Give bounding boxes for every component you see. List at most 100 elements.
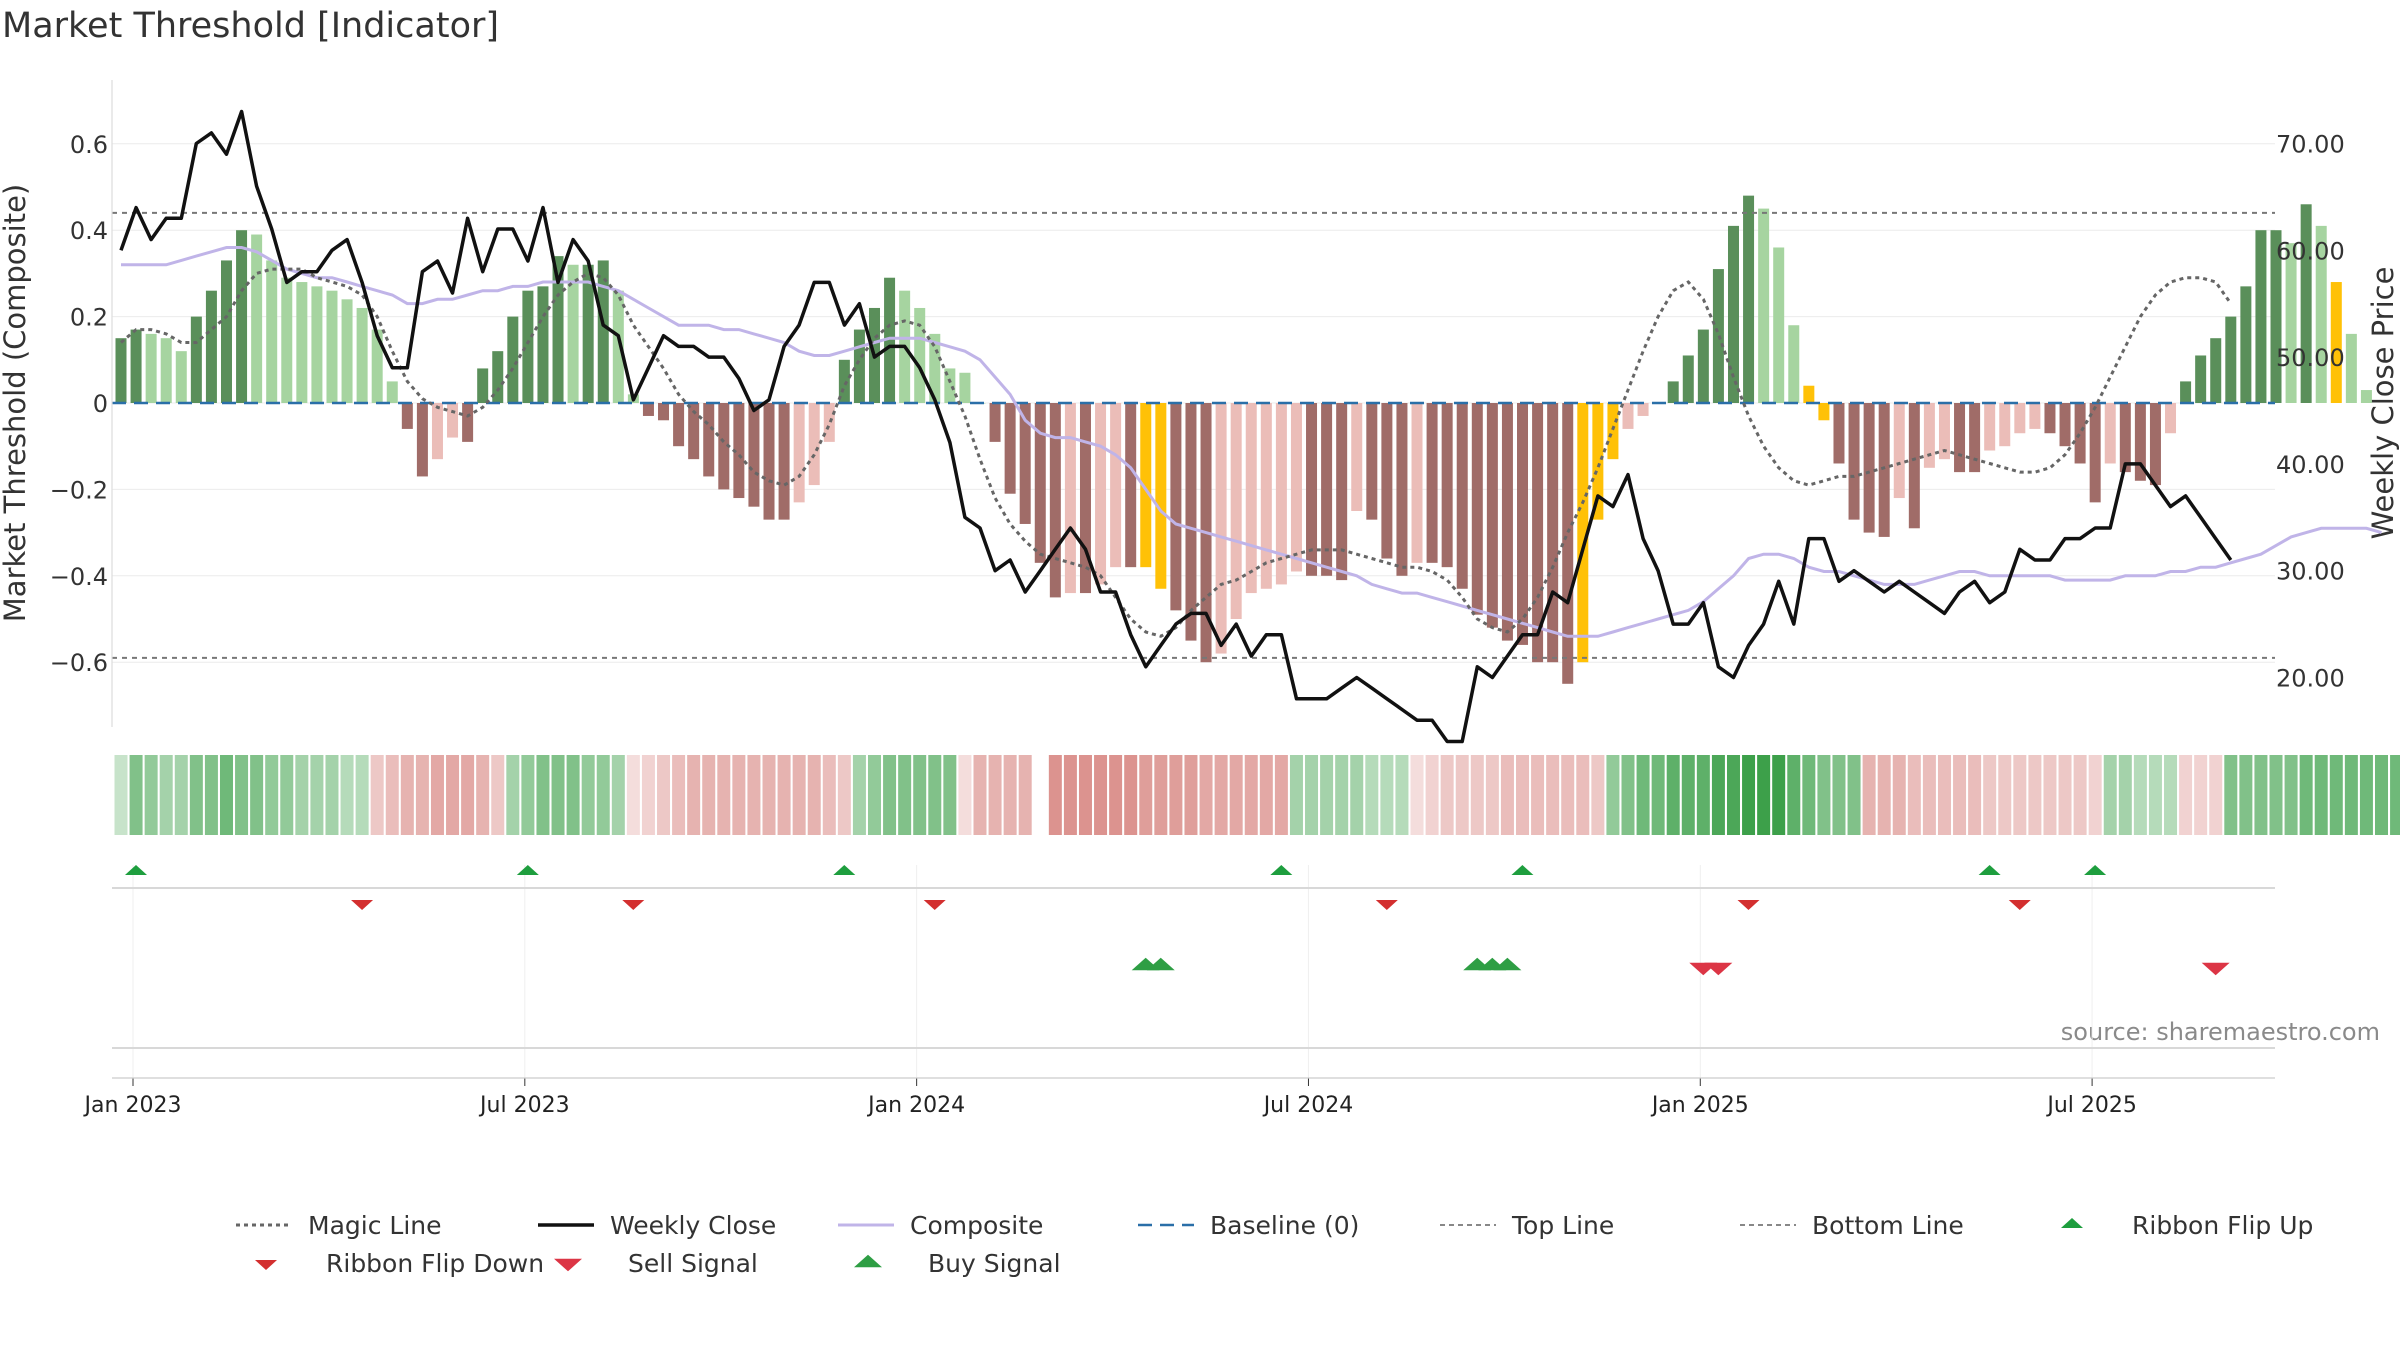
ribbon-cell-up	[265, 755, 278, 835]
ribbon-cell-up	[2390, 755, 2400, 835]
ribbon-cell-up	[325, 755, 338, 835]
ribbon-cell-up	[2345, 755, 2358, 835]
ribbon-cell-down	[1923, 755, 1936, 835]
composite-bars	[116, 196, 2372, 684]
legend-item: Magic Line	[236, 1211, 442, 1240]
ribbon-cell-down	[2194, 755, 2207, 835]
ribbon-flip-down-marker	[2009, 900, 2031, 910]
negative-bar	[1050, 403, 1061, 597]
ribbon-cell-down	[1019, 755, 1032, 835]
ribbon-cell-up	[280, 755, 293, 835]
negative-bar	[1924, 403, 1935, 468]
ribbon-cell-down	[958, 755, 971, 835]
ribbon-cell-up	[341, 755, 354, 835]
negative-bar	[1065, 403, 1076, 593]
ribbon-cell-up	[1817, 755, 1830, 835]
negative-bar	[1110, 403, 1121, 567]
ribbon-cell-up	[2330, 755, 2343, 835]
x-tick-label: Jan 2023	[83, 1093, 182, 1118]
negative-bar	[1969, 403, 1980, 472]
ribbon-cell-down	[808, 755, 821, 835]
negative-bar	[417, 403, 428, 476]
ribbon-cell-down	[778, 755, 791, 835]
ribbon-cell-up	[115, 755, 128, 835]
negative-bar	[1412, 403, 1423, 563]
negative-bar	[1954, 403, 1965, 472]
ribbon-cell-up	[1305, 755, 1318, 835]
positive-bar	[2286, 243, 2297, 403]
positive-bar	[206, 291, 217, 403]
ribbon-cell-down	[1441, 755, 1454, 835]
ribbon-cell-up	[2119, 755, 2132, 835]
negative-bar	[673, 403, 684, 446]
negative-bar	[1291, 403, 1302, 571]
ribbon-cell-up	[2375, 755, 2388, 835]
ribbon-cell-up	[536, 755, 549, 835]
negative-bar	[1261, 403, 1272, 589]
ribbon-cell-up	[1380, 755, 1393, 835]
sell-signal-marker	[2202, 963, 2230, 976]
ribbon-cell-down	[2028, 755, 2041, 835]
ribbon-cell-up	[506, 755, 519, 835]
ribbon-cell-down	[642, 755, 655, 835]
ribbon-cell-down	[989, 755, 1002, 835]
ribbon-cell-up	[567, 755, 580, 835]
x-tick-label: Jul 2024	[1262, 1093, 1354, 1118]
ribbon-flip-up-marker	[833, 865, 855, 875]
legend: Magic Line Weekly Close Composite Baseline …	[236, 1211, 2313, 1278]
negative-bar	[1638, 403, 1649, 416]
ribbon-cell-down	[747, 755, 760, 835]
legend-item: Top Line	[1440, 1211, 1614, 1240]
ribbon-cell-down	[416, 755, 429, 835]
extreme-bar	[1818, 403, 1829, 420]
ribbon-cell-down	[1124, 755, 1137, 835]
ribbon-cell-up	[2134, 755, 2147, 835]
legend-item: Ribbon Flip Down	[255, 1249, 544, 1278]
positive-bar	[357, 308, 368, 403]
ribbon-cell-down	[1953, 755, 1966, 835]
ribbon-cell-down	[1591, 755, 1604, 835]
legend-label: Baseline (0)	[1210, 1211, 1359, 1240]
legend-item: Composite	[838, 1211, 1043, 1240]
ribbon-cell-up	[1365, 755, 1378, 835]
ribbon-cell-down	[1079, 755, 1092, 835]
ribbon-cell-up	[250, 755, 263, 835]
negative-bar	[2090, 403, 2101, 502]
positive-bar	[2195, 355, 2206, 403]
ribbon-cell-up	[2239, 755, 2252, 835]
ribbon-cell-down	[1516, 755, 1529, 835]
legend-item: Weekly Close	[538, 1211, 776, 1240]
negative-bar	[794, 403, 805, 502]
ribbon-cell-down	[461, 755, 474, 835]
ribbon-cell-up	[175, 755, 188, 835]
ribbon-cell-down	[1938, 755, 1951, 835]
legend-item: Buy Signal	[854, 1249, 1061, 1278]
ribbon-cell-up	[2254, 755, 2267, 835]
ribbon-cell-up	[883, 755, 896, 835]
ribbon-cell-down	[1863, 755, 1876, 835]
ribbon-cell-down	[2179, 755, 2192, 835]
positive-bar	[1698, 330, 1709, 403]
negative-bar	[658, 403, 669, 420]
ribbon-cell-down	[1215, 755, 1228, 835]
positive-bar	[236, 230, 247, 403]
negative-bar	[2165, 403, 2176, 433]
negative-bar	[402, 403, 413, 429]
negative-bar	[779, 403, 790, 520]
positive-bar	[854, 330, 865, 403]
legend-label: Ribbon Flip Up	[2132, 1211, 2313, 1240]
ribbon-flip-down-marker	[1737, 900, 1759, 910]
negative-bar	[1366, 403, 1377, 520]
negative-bar	[1457, 403, 1468, 589]
ribbon-cell-down	[1983, 755, 1996, 835]
ribbon-cell-down	[1546, 755, 1559, 835]
ribbon-cell-down	[1998, 755, 2011, 835]
y-left-tick-label: 0.6	[70, 131, 108, 159]
ribbon-cell-down	[1230, 755, 1243, 835]
negative-bar	[2105, 403, 2116, 463]
positive-bar	[131, 330, 142, 403]
source-label: source: sharemaestro.com	[2061, 1018, 2380, 1046]
ribbon-cell-down	[1169, 755, 1182, 835]
ribbon-cell-up	[235, 755, 248, 835]
ribbon-cell-up	[1667, 755, 1680, 835]
